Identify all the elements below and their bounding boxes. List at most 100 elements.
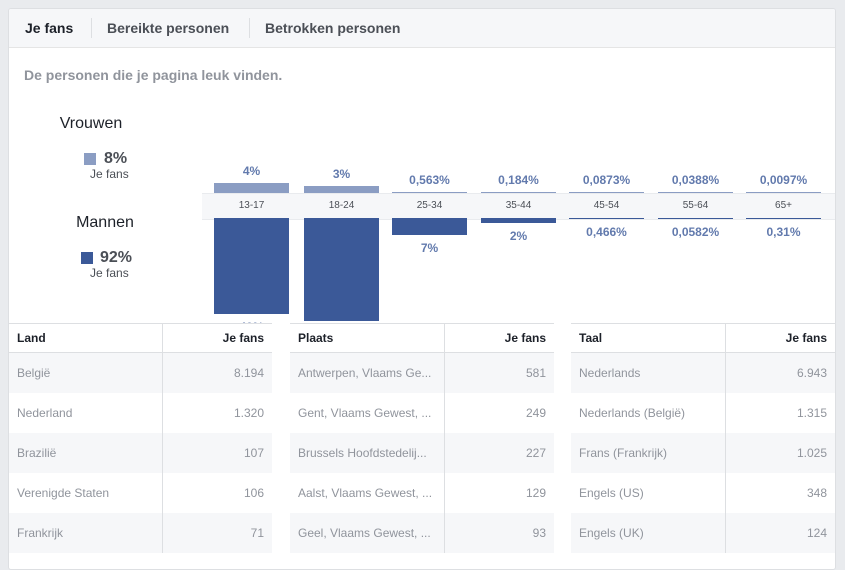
language-name-cell: Nederlands (België) [571, 393, 726, 433]
page-subtitle: De personen die je pagina leuk vinden. [24, 67, 283, 83]
table-row: Gent, Vlaams Gewest, ... 249 [290, 393, 554, 433]
men-swatch [81, 252, 93, 264]
table-row: Aalst, Vlaams Gewest, ... 129 [290, 473, 554, 513]
city-name-cell: Gent, Vlaams Gewest, ... [290, 393, 445, 433]
men-bar[interactable] [304, 218, 379, 322]
table-row: Frans (Frankrijk) 1.025 [571, 433, 835, 473]
men-value-label: 0,466% [586, 225, 627, 240]
fans-count-cell: 1.315 [796, 406, 827, 420]
city-name-cell: Aalst, Vlaams Gewest, ... [290, 473, 445, 513]
women-sublabel: Je fans [90, 167, 129, 181]
tab-divider [249, 18, 250, 38]
table-row: Verenigde Staten 106 [9, 473, 272, 513]
tab-betrokken-personen[interactable]: Betrokken personen [265, 20, 401, 36]
fans-count-cell: 348 [806, 486, 827, 500]
table-row: Frankrijk 71 [9, 513, 272, 553]
women-value-label: 0,563% [409, 172, 450, 187]
fans-count-cell: 227 [444, 433, 554, 473]
table-row: Engels (UK) 124 [571, 513, 835, 553]
city-name-cell: Geel, Vlaams Gewest, ... [290, 513, 445, 553]
country-name-cell: Verenigde Staten [9, 473, 163, 513]
tab-bereikte-personen[interactable]: Bereikte personen [107, 20, 230, 36]
tab-je-fans[interactable]: Je fans [25, 20, 74, 36]
language-name-cell: Nederlands [571, 352, 726, 393]
men-value-label: 2% [509, 228, 528, 243]
city-column-header[interactable]: Plaats [290, 323, 445, 353]
women-bar[interactable] [304, 185, 379, 193]
women-bar[interactable] [746, 192, 821, 193]
fans-count-cell: 1.320 [233, 406, 264, 420]
men-sublabel: Je fans [90, 266, 129, 280]
women-value-label: 3% [332, 166, 351, 181]
tab-divider [91, 18, 92, 38]
table-row: Engels (US) 348 [571, 473, 835, 513]
men-bar[interactable] [658, 218, 733, 219]
country-table: Land Je fans België 8.194 Nederland 1.320 Braz… [9, 323, 272, 553]
fans-column-header[interactable]: Je fans [162, 323, 272, 353]
women-value-label: 0,184% [498, 173, 539, 187]
women-title: Vrouwen [59, 115, 123, 132]
audience-card: Je fans Bereikte personen Betrokken pers… [8, 8, 836, 570]
age-tick-label: 25-34 [416, 200, 443, 211]
fans-column-header[interactable]: Je fans [725, 323, 835, 353]
women-bar[interactable] [569, 192, 644, 193]
men-bar[interactable] [746, 218, 821, 219]
country-name-cell: België [9, 352, 163, 393]
fans-count-cell: 124 [725, 513, 835, 553]
men-bar[interactable] [392, 218, 467, 235]
age-axis-band [202, 193, 835, 220]
women-bar[interactable] [214, 183, 289, 193]
women-value-label: 0,0388% [671, 173, 720, 187]
table-row: Nederlands 6.943 [571, 352, 835, 393]
table-row: Brazilië 107 [9, 433, 272, 473]
fans-count-cell: 106 [243, 486, 264, 500]
city-table: Plaats Je fans Antwerpen, Vlaams Ge... 581 G… [290, 323, 554, 553]
fans-column-header[interactable]: Je fans [444, 323, 554, 353]
men-bar[interactable] [569, 218, 644, 220]
city-name-cell: Brussels Hoofdstedelij... [290, 433, 445, 473]
fans-count-cell: 93 [444, 513, 554, 553]
age-tick-label: 45-54 [593, 200, 620, 211]
men-value-label: 0,0582% [671, 225, 720, 239]
women-swatch [84, 153, 96, 165]
women-bar[interactable] [481, 192, 556, 193]
table-row: Nederlands (België) 1.315 [571, 393, 835, 433]
language-column-header[interactable]: Taal [571, 323, 726, 353]
women-percent: 8% [104, 150, 128, 167]
fans-count-cell: 71 [162, 513, 272, 553]
age-tick-label: 13-17 [238, 200, 265, 211]
age-tick-label: 65+ [775, 200, 792, 211]
fans-count-cell: 249 [525, 406, 546, 420]
women-value-label: 0,0097% [759, 173, 808, 187]
fans-count-cell: 129 [525, 486, 546, 500]
tab-bar: Je fans Bereikte personen Betrokken pers… [9, 9, 835, 48]
age-tick-label: 18-24 [328, 200, 355, 211]
fans-count-cell: 1.025 [725, 433, 835, 473]
men-percent: 92% [100, 249, 133, 266]
language-name-cell: Engels (UK) [571, 513, 726, 553]
fans-count-cell: 8.194 [162, 352, 272, 393]
country-name-cell: Frankrijk [9, 513, 163, 553]
city-name-cell: Antwerpen, Vlaams Ge... [290, 352, 445, 393]
country-name-cell: Nederland [9, 393, 163, 433]
country-column-header[interactable]: Land [9, 323, 163, 353]
language-name-cell: Engels (US) [571, 473, 726, 513]
table-row: Antwerpen, Vlaams Ge... 581 [290, 352, 554, 393]
men-bar[interactable] [481, 218, 556, 223]
country-name-cell: Brazilië [9, 433, 163, 473]
table-row: Nederland 1.320 [9, 393, 272, 433]
fans-count-cell: 107 [162, 433, 272, 473]
men-title: Mannen [76, 214, 134, 231]
language-name-cell: Frans (Frankrijk) [571, 433, 726, 473]
women-value-label: 0,0873% [582, 173, 631, 187]
women-bar[interactable] [658, 192, 733, 193]
women-bar[interactable] [392, 191, 467, 193]
men-value-label: 0,31% [766, 225, 801, 239]
fans-count-cell: 6.943 [725, 352, 835, 393]
men-bar[interactable] [214, 218, 289, 314]
table-row: Brussels Hoofdstedelij... 227 [290, 433, 554, 473]
language-table: Taal Je fans Nederlands 6.943 Nederlands (Be… [571, 323, 835, 553]
table-row: België 8.194 [9, 352, 272, 393]
women-value-label: 4% [242, 164, 261, 179]
fans-count-cell: 581 [444, 352, 554, 393]
